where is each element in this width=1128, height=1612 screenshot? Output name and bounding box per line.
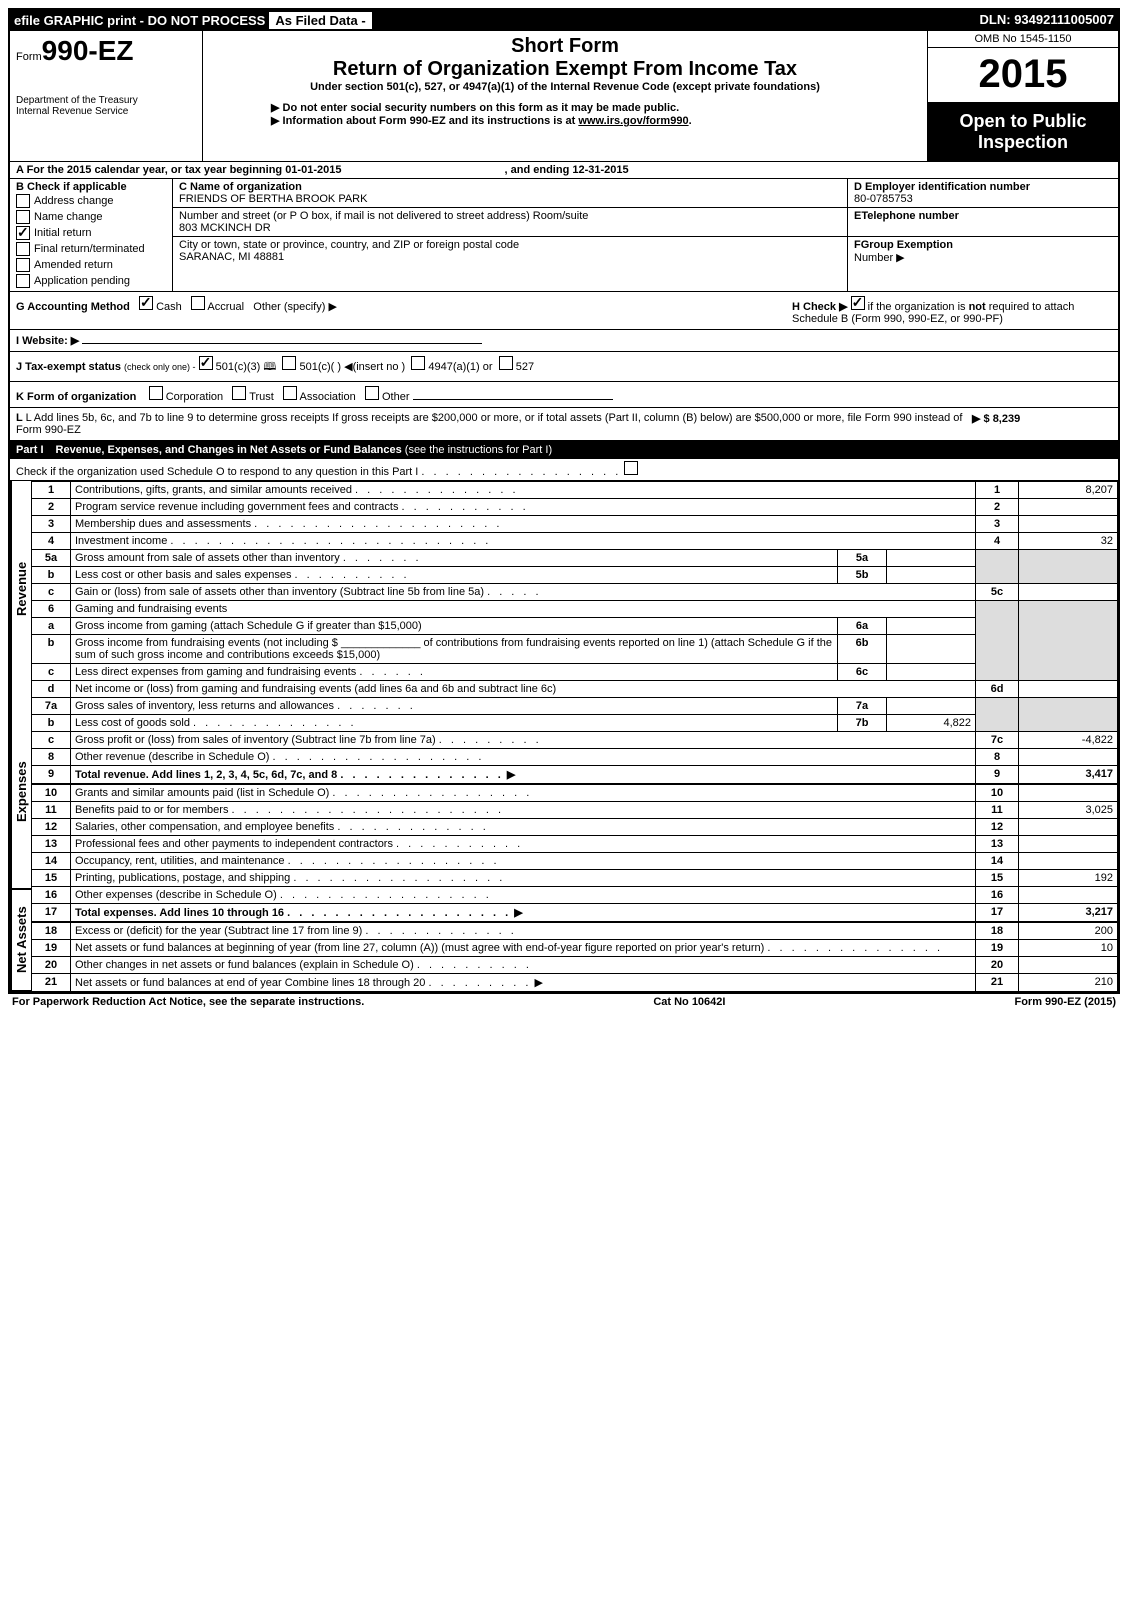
line-6c: cLess direct expenses from gaming and fu… — [32, 664, 1118, 681]
cb-name-change[interactable] — [16, 210, 30, 224]
form-prefix: Form — [16, 51, 42, 63]
omb-number: OMB No 1545-1150 — [928, 31, 1118, 48]
line-15: 15Printing, publications, postage, and s… — [32, 870, 1118, 887]
line-14: 14Occupancy, rent, utilities, and mainte… — [32, 853, 1118, 870]
line-11: 11Benefits paid to or for members . . . … — [32, 802, 1118, 819]
note1: ▶ Do not enter social security numbers o… — [271, 101, 919, 114]
section-a: A For the 2015 calendar year, or tax yea… — [10, 162, 1118, 179]
section-def: D Employer identification number 80-0785… — [847, 179, 1118, 291]
line-7a: 7aGross sales of inventory, less returns… — [32, 698, 1118, 715]
line-5b: bLess cost or other basis and sales expe… — [32, 567, 1118, 584]
netassets-label: Net Assets — [10, 890, 31, 992]
form-number: 990-EZ — [42, 35, 134, 66]
line-10: 10Grants and similar amounts paid (list … — [32, 784, 1118, 802]
gross-receipts: ▶ $ 8,239 — [972, 412, 1112, 425]
line-6d: dNet income or (loss) from gaming and fu… — [32, 681, 1118, 698]
section-gh: G Accounting Method Cash Accrual Other (… — [10, 292, 1118, 330]
lines-table: 1Contributions, gifts, grants, and simil… — [31, 481, 1118, 992]
line-5a: 5aGross amount from sale of assets other… — [32, 550, 1118, 567]
line-7c: cGross profit or (loss) from sales of in… — [32, 732, 1118, 749]
cb-corp[interactable] — [149, 386, 163, 400]
cb-addr-change[interactable] — [16, 194, 30, 208]
topbar: efile GRAPHIC print - DO NOT PROCESS As … — [10, 10, 1118, 31]
section-k: K Form of organization Corporation Trust… — [10, 382, 1118, 408]
cb-initial-return[interactable] — [16, 226, 30, 240]
org-city: SARANAC, MI 48881 — [179, 251, 841, 263]
cb-final-return[interactable] — [16, 242, 30, 256]
dln: DLN: 93492111005007 — [980, 12, 1114, 29]
expenses-label: Expenses — [10, 696, 31, 890]
header-right: OMB No 1545-1150 2015 Open to Public Ins… — [927, 31, 1118, 161]
org-address: 803 MCKINCH DR — [179, 222, 841, 234]
dept-line1: Department of the Treasury — [16, 95, 196, 106]
irs-link[interactable]: www.irs.gov/form990 — [578, 115, 688, 127]
form-container: efile GRAPHIC print - DO NOT PROCESS As … — [8, 8, 1120, 994]
section-i: I Website: ▶ — [10, 330, 1118, 352]
line-16: 16Other expenses (describe in Schedule O… — [32, 887, 1118, 904]
cb-schedule-o[interactable] — [624, 461, 638, 475]
line-8: 8Other revenue (describe in Schedule O) … — [32, 749, 1118, 766]
cb-assoc[interactable] — [283, 386, 297, 400]
cb-other-org[interactable] — [365, 386, 379, 400]
line-7b: bLess cost of goods sold . . . . . . . .… — [32, 715, 1118, 732]
line-1: 1Contributions, gifts, grants, and simil… — [32, 482, 1118, 499]
line-21: 21Net assets or fund balances at end of … — [32, 974, 1118, 992]
asfiled-box: As Filed Data - — [269, 12, 371, 29]
note2: ▶ Information about Form 990-EZ and its … — [271, 114, 919, 127]
cb-schedule-b[interactable] — [851, 296, 865, 310]
section-j: J Tax-exempt status (check only one) - 5… — [10, 352, 1118, 382]
tax-year: 2015 — [928, 48, 1118, 103]
cb-527[interactable] — [499, 356, 513, 370]
line-6: 6Gaming and fundraising events — [32, 601, 1118, 618]
cb-501c3[interactable] — [199, 356, 213, 370]
cb-amended[interactable] — [16, 258, 30, 272]
cb-app-pending[interactable] — [16, 274, 30, 288]
line-5c: cGain or (loss) from sale of assets othe… — [32, 584, 1118, 601]
subtitle: Under section 501(c), 527, or 4947(a)(1)… — [211, 81, 919, 93]
header-left: Form990-EZ Department of the Treasury In… — [10, 31, 203, 161]
org-name: FRIENDS OF BERTHA BROOK PARK — [179, 193, 841, 205]
section-b: B Check if applicable Address change Nam… — [10, 179, 173, 291]
line-9: 9Total revenue. Add lines 1, 2, 3, 4, 5c… — [32, 766, 1118, 785]
open-to-public: Open to Public Inspection — [928, 103, 1118, 161]
footer-center: Cat No 10642I — [653, 996, 725, 1008]
section-l: L L Add lines 5b, 6c, and 7b to line 9 t… — [10, 408, 1118, 441]
part1-check: Check if the organization used Schedule … — [10, 459, 1118, 481]
footer-right: Form 990-EZ (2015) — [1014, 996, 1116, 1008]
header-row: Form990-EZ Department of the Treasury In… — [10, 31, 1118, 162]
line-19: 19Net assets or fund balances at beginni… — [32, 940, 1118, 957]
part1-header: Part I Revenue, Expenses, and Changes in… — [10, 441, 1118, 459]
cb-cash[interactable] — [139, 296, 153, 310]
cb-4947[interactable] — [411, 356, 425, 370]
ein: 80-0785753 — [854, 193, 1112, 205]
part1-body: Revenue Expenses Net Assets 1Contributio… — [10, 481, 1118, 992]
line-12: 12Salaries, other compensation, and empl… — [32, 819, 1118, 836]
footer-left: For Paperwork Reduction Act Notice, see … — [12, 996, 364, 1008]
header-center: Short Form Return of Organization Exempt… — [203, 31, 927, 161]
line-4: 4Investment income . . . . . . . . . . .… — [32, 533, 1118, 550]
dept-line2: Internal Revenue Service — [16, 106, 196, 117]
footer: For Paperwork Reduction Act Notice, see … — [8, 994, 1120, 1010]
efile-text: efile GRAPHIC print - DO NOT PROCESS — [14, 13, 265, 28]
info-grid: B Check if applicable Address change Nam… — [10, 179, 1118, 292]
main-title: Return of Organization Exempt From Incom… — [211, 58, 919, 81]
line-17: 17Total expenses. Add lines 10 through 1… — [32, 904, 1118, 923]
line-3: 3Membership dues and assessments . . . .… — [32, 516, 1118, 533]
cb-accrual[interactable] — [191, 296, 205, 310]
cb-501c[interactable] — [282, 356, 296, 370]
cb-trust[interactable] — [232, 386, 246, 400]
line-6b: bGross income from fundraising events (n… — [32, 635, 1118, 664]
line-2: 2Program service revenue including gover… — [32, 499, 1118, 516]
line-18: 18Excess or (deficit) for the year (Subt… — [32, 922, 1118, 940]
line-6a: aGross income from gaming (attach Schedu… — [32, 618, 1118, 635]
short-form-title: Short Form — [211, 35, 919, 58]
revenue-label: Revenue — [10, 481, 31, 696]
section-c: C Name of organization FRIENDS OF BERTHA… — [173, 179, 847, 291]
line-13: 13Professional fees and other payments t… — [32, 836, 1118, 853]
line-20: 20Other changes in net assets or fund ba… — [32, 957, 1118, 974]
